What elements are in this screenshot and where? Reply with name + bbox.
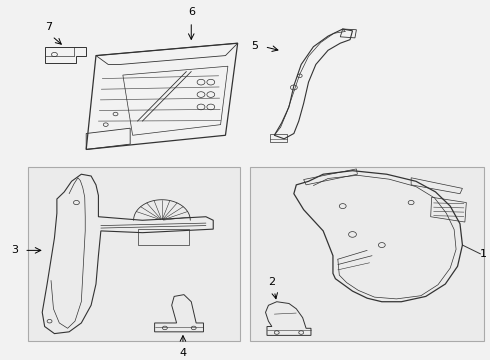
Bar <box>27 167 240 341</box>
Bar <box>250 167 485 341</box>
Text: 1: 1 <box>480 249 487 259</box>
Text: 2: 2 <box>269 277 275 287</box>
Text: 4: 4 <box>179 348 187 358</box>
Text: 3: 3 <box>11 246 18 255</box>
Text: 5: 5 <box>252 41 259 51</box>
Text: 7: 7 <box>45 22 52 32</box>
Text: 6: 6 <box>188 6 195 17</box>
